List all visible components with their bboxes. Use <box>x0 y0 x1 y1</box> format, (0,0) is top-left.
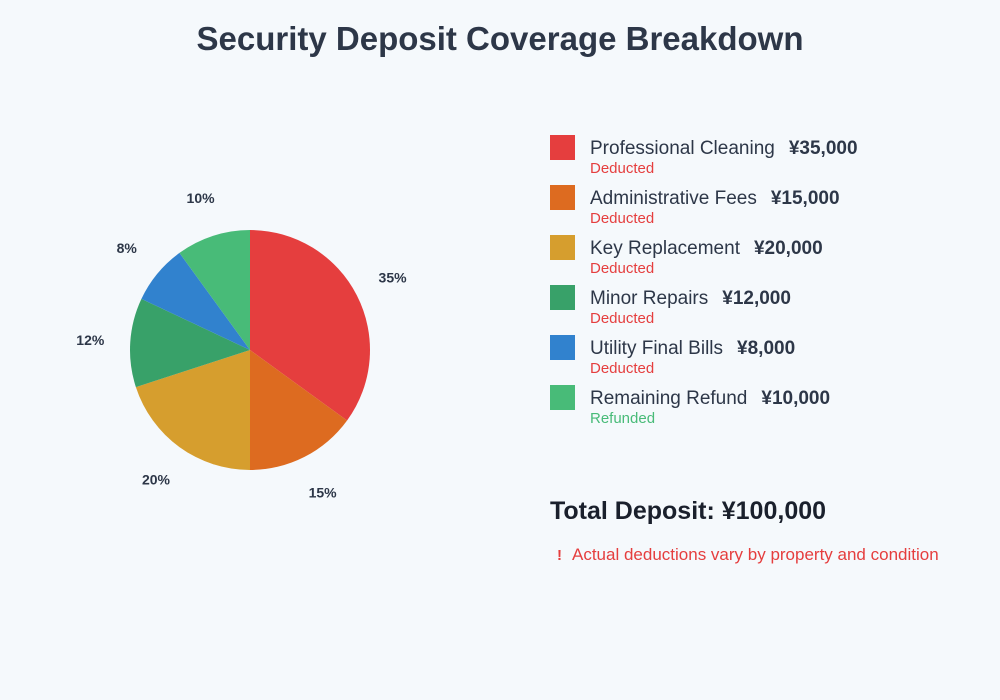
legend-row: Utility Final Bills ¥8,000 <box>590 335 990 360</box>
slice-label-5: 10% <box>187 190 216 206</box>
slice-label-1: 15% <box>309 485 338 501</box>
legend-row: Minor Repairs ¥12,000 <box>590 285 990 310</box>
disclaimer-note: ! Actual deductions vary by property and … <box>557 545 939 565</box>
pie-slice-5 <box>179 230 250 350</box>
legend: Professional Cleaning ¥35,000 Deducted Ad… <box>550 135 990 435</box>
pie-slice-2 <box>135 350 250 470</box>
legend-item: Key Replacement ¥20,000 Deducted <box>550 235 990 285</box>
chart-title: Security Deposit Coverage Breakdown <box>196 20 804 57</box>
legend-label: Utility Final Bills <box>590 338 724 359</box>
legend-label: Minor Repairs <box>590 288 709 309</box>
legend-swatch <box>550 335 575 360</box>
legend-status: Deducted <box>590 260 655 277</box>
pie-slice-4 <box>141 252 250 350</box>
legend-item: Remaining Refund ¥10,000 Refunded <box>550 385 990 435</box>
slice-label-3: 12% <box>76 332 105 348</box>
legend-item: Minor Repairs ¥12,000 Deducted <box>550 285 990 335</box>
legend-row: Administrative Fees ¥15,000 <box>590 185 990 210</box>
legend-amount: ¥15,000 <box>770 188 840 209</box>
legend-label: Remaining Refund <box>590 388 748 409</box>
legend-amount: ¥20,000 <box>753 238 823 259</box>
legend-amount: ¥8,000 <box>737 338 796 359</box>
legend-swatch <box>550 385 575 410</box>
legend-label: Administrative Fees <box>590 188 757 209</box>
legend-status: Deducted <box>590 310 655 327</box>
legend-status: Deducted <box>590 160 655 177</box>
slice-label-2: 20% <box>142 471 171 487</box>
legend-row: Remaining Refund ¥10,000 <box>590 385 990 410</box>
pie-slice-3 <box>130 298 250 388</box>
legend-status: Deducted <box>590 210 655 227</box>
legend-status: Deducted <box>590 360 655 377</box>
legend-status: Refunded <box>590 410 656 427</box>
legend-amount: ¥12,000 <box>722 288 791 309</box>
pie-chart: 35% 15% 20% 12% 8% 10% <box>76 190 408 501</box>
pie-slice-1 <box>250 350 348 470</box>
legend-row: Key Replacement ¥20,000 <box>590 235 990 260</box>
total-deposit: Total Deposit: ¥100,000 <box>550 497 827 525</box>
exclamation-icon: ! <box>557 547 562 564</box>
legend-swatch <box>550 285 575 310</box>
slice-label-4: 8% <box>117 240 138 256</box>
pie-slice-0 <box>250 230 371 421</box>
note-text: Actual deductions vary by property and c… <box>572 545 939 564</box>
legend-item: Professional Cleaning ¥35,000 Deducted <box>550 135 990 185</box>
legend-amount: ¥35,000 <box>788 138 858 159</box>
legend-swatch <box>550 235 575 260</box>
legend-swatch <box>550 135 575 160</box>
slice-label-0: 35% <box>379 269 408 285</box>
legend-label: Key Replacement <box>590 238 740 259</box>
legend-label: Professional Cleaning <box>590 138 775 159</box>
legend-item: Administrative Fees ¥15,000 Deducted <box>550 185 990 235</box>
legend-swatch <box>550 185 575 210</box>
legend-amount: ¥10,000 <box>761 388 831 409</box>
legend-item: Utility Final Bills ¥8,000 Deducted <box>550 335 990 385</box>
legend-row: Professional Cleaning ¥35,000 <box>590 135 990 160</box>
